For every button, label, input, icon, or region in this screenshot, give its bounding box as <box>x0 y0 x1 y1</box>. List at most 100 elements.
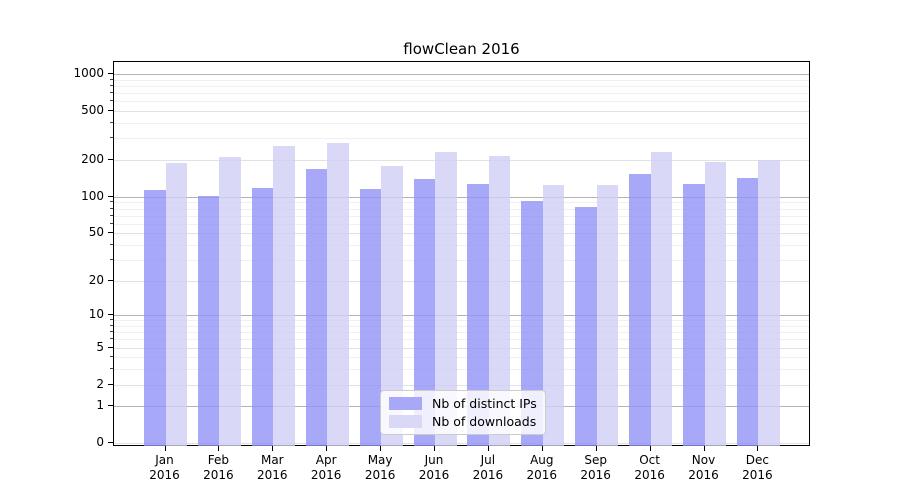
x-tick-mark <box>164 446 166 451</box>
major-gridline <box>114 159 809 161</box>
x-tick-label: May 2016 <box>350 453 410 483</box>
y-minor-tick-mark <box>110 319 113 321</box>
x-tick-year: 2016 <box>257 468 288 482</box>
decade-gridline <box>114 315 809 317</box>
bar-downloads-jan <box>165 162 187 446</box>
x-tick-label: Sep 2016 <box>566 453 626 483</box>
x-tick-mark <box>541 446 543 451</box>
x-tick-mark <box>434 446 435 451</box>
x-tick-month: Jun <box>424 453 444 467</box>
major-gridline <box>114 111 809 112</box>
x-tick-month: Sep <box>584 453 607 467</box>
major-gridline <box>114 233 809 235</box>
y-minor-tick-mark <box>110 137 113 139</box>
x-tick-label: Feb 2016 <box>188 453 248 483</box>
bar-distinct-ips-oct <box>629 174 651 446</box>
legend: Nb of distinct IPs Nb of downloads <box>380 390 546 435</box>
bar-downloads-jul <box>488 156 511 446</box>
x-tick-year: 2016 <box>634 468 665 482</box>
x-tick-month: Nov <box>691 453 716 467</box>
y-minor-tick-mark <box>110 243 113 245</box>
x-tick-label: Jun 2016 <box>404 453 464 483</box>
y-tick-mark <box>108 314 113 316</box>
bar-distinct-ips-apr <box>305 168 328 446</box>
x-tick-month: Dec <box>745 453 769 467</box>
y-minor-tick-mark <box>110 214 113 216</box>
legend-item-downloads: Nb of downloads <box>389 414 537 429</box>
y-tick-mark <box>108 346 113 348</box>
y-tick-mark <box>108 405 113 407</box>
x-tick-year: 2016 <box>472 468 504 482</box>
y-tick-label: 1 <box>96 398 104 413</box>
decade-gridline <box>114 196 809 198</box>
x-tick-year: 2016 <box>526 468 558 482</box>
y-tick-mark <box>108 110 113 111</box>
bar-downloads-oct <box>650 151 673 446</box>
x-tick-month: Feb <box>207 453 230 467</box>
minor-gridline <box>114 86 809 87</box>
x-tick-mark <box>757 446 759 451</box>
minor-gridline <box>114 369 809 371</box>
x-tick-year: 2016 <box>149 468 180 482</box>
x-tick-year: 2016 <box>364 468 396 482</box>
bar-downloads-may <box>381 166 403 446</box>
y-tick-label: 100 <box>81 188 104 203</box>
y-minor-tick-mark <box>110 100 113 102</box>
x-tick-mark <box>218 446 220 451</box>
bar-distinct-ips-aug <box>521 200 543 446</box>
x-tick-mark <box>595 446 597 451</box>
y-tick-mark <box>108 383 113 385</box>
minor-gridline <box>114 93 809 95</box>
y-minor-tick-mark <box>110 338 113 340</box>
x-tick-month: Apr <box>315 453 337 467</box>
x-tick-mark <box>380 446 382 451</box>
y-minor-tick-mark <box>110 331 113 333</box>
x-tick-mark <box>326 446 328 451</box>
legend-swatch-downloads <box>389 415 422 428</box>
legend-label-downloads: Nb of downloads <box>432 414 537 429</box>
x-tick-label: Apr 2016 <box>296 453 356 483</box>
x-tick-label: Mar 2016 <box>242 453 302 483</box>
y-tick-label: 20 <box>88 272 104 287</box>
legend-swatch-distinct-ips <box>389 397 422 410</box>
y-tick-label: 200 <box>81 151 104 166</box>
legend-label-distinct-ips: Nb of distinct IPs <box>432 396 537 411</box>
legend-item-distinct-ips: Nb of distinct IPs <box>389 396 537 411</box>
minor-gridline <box>114 101 809 103</box>
y-minor-tick-mark <box>110 368 113 370</box>
x-tick-label: Jul 2016 <box>458 453 518 483</box>
plot-area <box>113 61 810 446</box>
y-tick-mark <box>108 232 113 234</box>
x-tick-month: May <box>367 453 393 467</box>
y-minor-tick-mark <box>110 85 113 86</box>
x-tick-mark <box>487 446 489 451</box>
x-tick-mark <box>649 446 651 451</box>
minor-gridline <box>114 357 809 359</box>
y-minor-tick-mark <box>110 356 113 358</box>
minor-gridline <box>114 202 809 204</box>
y-tick-mark <box>108 73 113 74</box>
y-minor-tick-mark <box>110 78 113 80</box>
minor-gridline <box>114 325 809 327</box>
x-tick-year: 2016 <box>418 468 450 482</box>
bar-distinct-ips-may <box>359 189 382 446</box>
x-tick-label: Aug 2016 <box>512 453 572 483</box>
y-minor-tick-mark <box>110 122 113 123</box>
y-tick-label: 1000 <box>73 66 104 80</box>
x-tick-month: Mar <box>260 453 284 467</box>
bar-downloads-aug <box>542 185 565 446</box>
y-tick-label: 10 <box>88 307 104 322</box>
x-tick-year: 2016 <box>203 468 234 482</box>
x-tick-year: 2016 <box>688 468 719 482</box>
bar-distinct-ips-jan <box>144 190 166 446</box>
minor-gridline <box>114 259 809 261</box>
minor-gridline <box>114 244 809 246</box>
x-tick-year: 2016 <box>310 468 342 482</box>
minor-gridline <box>114 79 809 81</box>
bar-distinct-ips-jun <box>413 179 435 446</box>
major-gridline <box>114 280 809 282</box>
minor-gridline <box>114 215 809 217</box>
minor-gridline <box>114 223 809 225</box>
bar-downloads-mar <box>273 145 295 446</box>
minor-gridline <box>114 320 809 322</box>
